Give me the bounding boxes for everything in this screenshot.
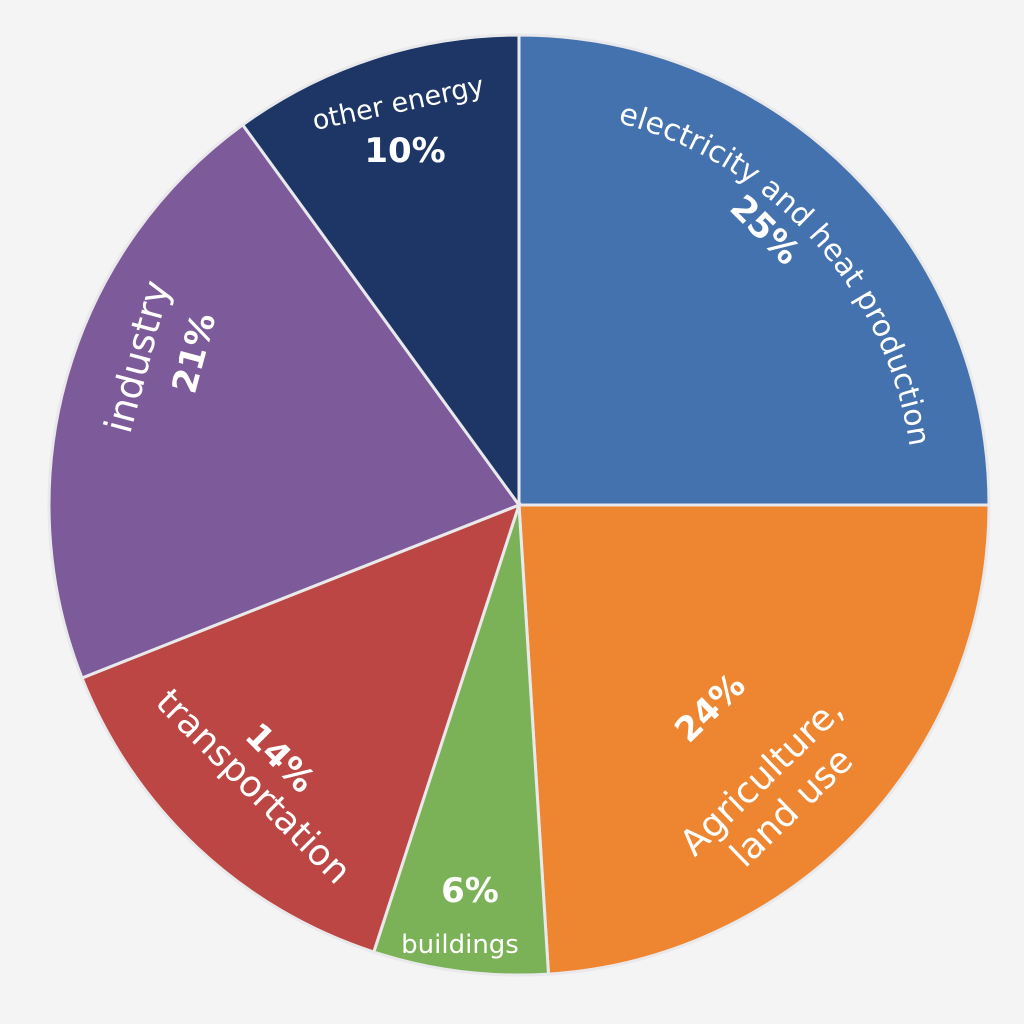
pie-slice-other xyxy=(240,33,521,510)
pie-slice-agriculture xyxy=(517,503,991,976)
slice-value-label: 10% xyxy=(364,131,445,171)
pie-slices xyxy=(47,33,991,977)
slice-category-label: buildings xyxy=(401,930,519,960)
pie-slice-industry xyxy=(47,122,522,680)
pie-slice-transportation xyxy=(80,502,522,954)
pie-slice-electricity xyxy=(517,33,991,507)
slice-category-line: buildings xyxy=(401,930,519,960)
pie-slice-buildings xyxy=(371,504,551,977)
slice-value-label: 6% xyxy=(441,871,499,911)
